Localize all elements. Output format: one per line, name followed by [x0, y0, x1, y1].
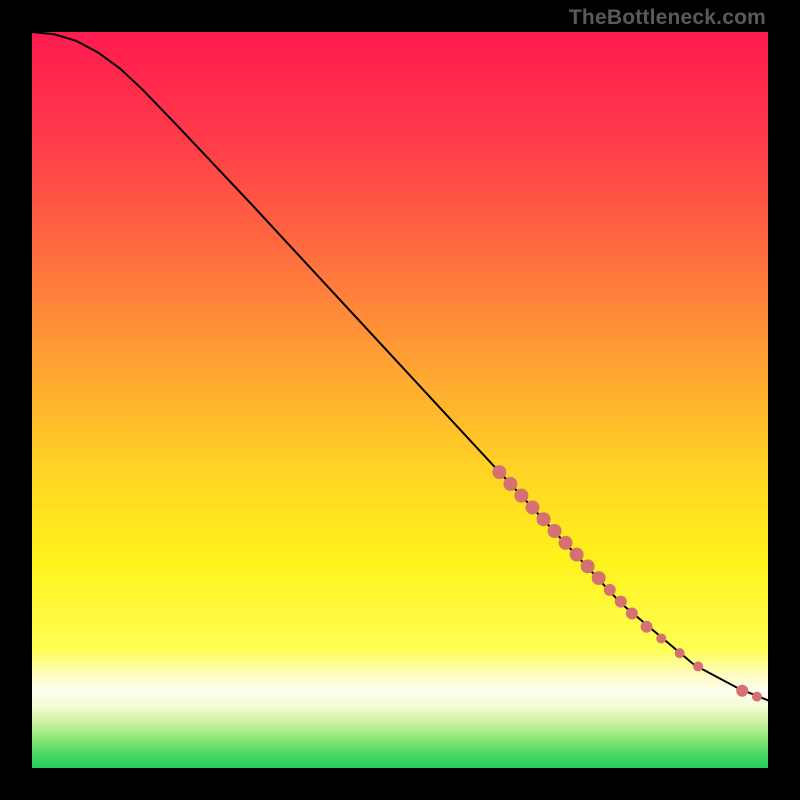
curve-marker — [736, 685, 748, 697]
curve-marker — [752, 692, 762, 702]
curve-marker — [570, 548, 584, 562]
curve-markers — [492, 465, 762, 701]
curve-marker — [626, 607, 638, 619]
curve-marker — [656, 633, 666, 643]
curve-marker — [548, 524, 562, 538]
curve-marker — [592, 571, 606, 585]
bottleneck-curve — [32, 32, 768, 700]
curve-marker — [537, 512, 551, 526]
curve-layer — [32, 32, 768, 768]
stage: TheBottleneck.com — [0, 0, 800, 800]
curve-marker — [615, 596, 627, 608]
curve-marker — [525, 500, 539, 514]
plot-area — [32, 32, 768, 768]
curve-marker — [693, 661, 703, 671]
curve-marker — [514, 489, 528, 503]
curve-marker — [503, 477, 517, 491]
curve-marker — [581, 559, 595, 573]
curve-marker — [641, 621, 653, 633]
curve-marker — [492, 465, 506, 479]
watermark-text: TheBottleneck.com — [569, 6, 766, 30]
curve-marker — [675, 648, 685, 658]
curve-marker — [604, 584, 616, 596]
curve-marker — [559, 536, 573, 550]
